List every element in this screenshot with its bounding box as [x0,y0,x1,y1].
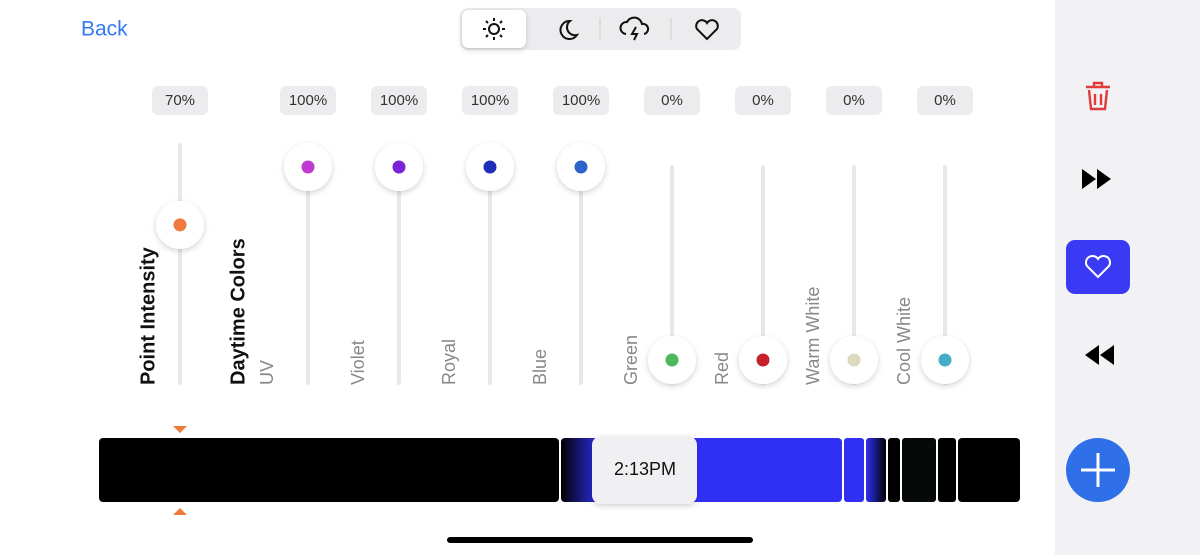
value-pill [644,86,700,115]
value-pill [553,86,609,115]
time-label: 2:13PM [614,459,676,479]
segment-favorite[interactable] [695,19,719,41]
timeline: 2:13PM [99,426,1020,515]
channel-label: Cool White [894,297,914,385]
back-button[interactable]: Back [81,18,128,41]
segment-day[interactable] [462,10,526,48]
timeline-segment[interactable] [844,438,864,502]
value-pill [280,86,336,115]
favorite-icon [1084,254,1112,279]
slider-title: Point Intensity [137,246,159,385]
channel-label: Warm White [803,287,823,385]
value-label: 0% [843,92,865,109]
timeline-segment[interactable] [938,438,956,502]
knob-color [301,160,315,174]
value-label: 70% [165,92,195,109]
timeline-segment[interactable] [902,438,936,502]
channel-label: Blue [530,349,550,385]
value-label: 100% [562,92,600,109]
timeline-segment[interactable] [888,438,900,502]
value-pill [462,86,518,115]
knob-color [392,160,406,174]
value-label: 0% [934,92,956,109]
favorite-button[interactable] [1066,240,1130,294]
channel-label: UV [257,360,277,385]
knob-color [483,160,497,174]
timeline-segment[interactable] [958,438,1020,502]
value-pill [371,86,427,115]
value-pill [917,86,973,115]
value-label: 0% [752,92,774,109]
delete-button[interactable] [1086,81,1110,111]
channel-label: Violet [348,340,368,385]
timeline-segment[interactable] [866,438,886,502]
knob-color [847,353,861,367]
knob-color [574,160,588,174]
segment-night[interactable] [559,19,580,40]
knob-color [756,353,770,367]
value-label: 100% [289,92,327,109]
knob-color [173,218,187,232]
rewind-button[interactable] [1085,345,1114,365]
time-handle[interactable] [592,436,697,504]
home-indicator [447,537,753,543]
mode-selector [460,8,741,50]
value-label: 100% [471,92,509,109]
channel-label: Royal [439,339,459,385]
fast-forward-button[interactable] [1082,169,1111,189]
value-label: 100% [380,92,418,109]
channel-label: Red [712,352,732,385]
add-icon [1081,453,1115,487]
value-label: 0% [661,92,683,109]
value-pill [826,86,882,115]
knob-color [665,353,679,367]
value-pill [152,86,208,115]
knob-color [938,353,952,367]
section-label: Daytime Colors [227,238,249,385]
value-pill [735,86,791,115]
segment-storm[interactable] [619,16,650,41]
channel-label: Green [621,335,641,385]
timeline-segment[interactable] [99,438,559,502]
